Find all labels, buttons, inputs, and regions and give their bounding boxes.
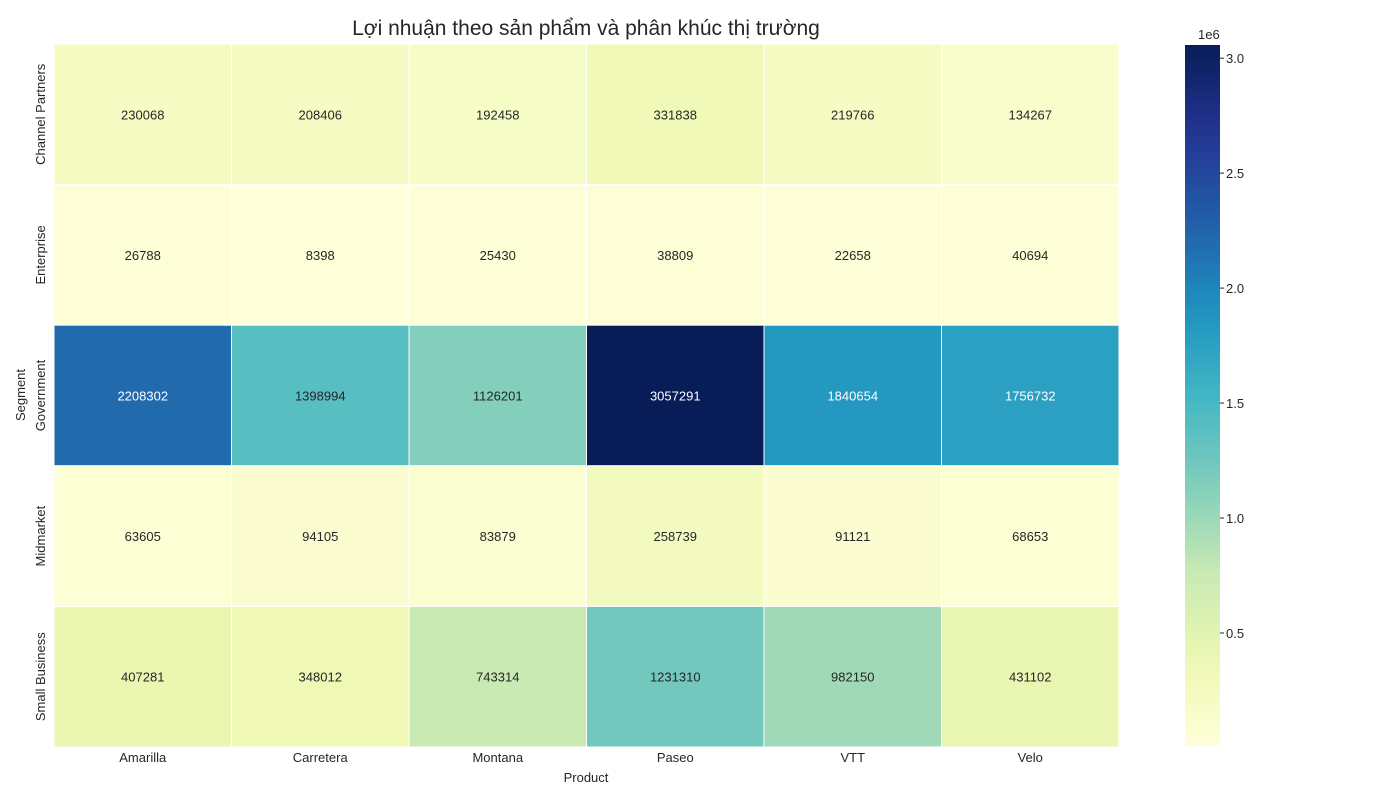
heatmap-cell: [53, 184, 232, 326]
colorbar-tick-label: 3.0: [1226, 51, 1244, 66]
heatmap-cell: [53, 43, 232, 186]
y-tick-label: Small Business: [33, 632, 48, 721]
heatmap-cell: [231, 324, 410, 467]
colorbar: [1185, 45, 1220, 746]
x-tick-label: VTT: [840, 750, 865, 765]
heatmap-cell: [941, 605, 1120, 748]
heatmap-cell: [763, 605, 942, 748]
x-tick-label: Paseo: [657, 750, 694, 765]
y-tick-label: Channel Partners: [33, 63, 48, 165]
heatmap-cell: [941, 184, 1120, 326]
y-tick-label: Midmarket: [33, 505, 48, 566]
cell-value-label: 8398: [306, 248, 335, 263]
x-tick-label: Montana: [472, 750, 523, 765]
cell-value-label: 63605: [125, 529, 161, 544]
y-tick-label: Enterprise: [33, 225, 48, 284]
chart-title: Lợi nhuận theo sản phẩm và phân khúc thị…: [352, 17, 820, 40]
cell-value-label: 25430: [480, 248, 516, 263]
cell-value-label: 38809: [657, 248, 693, 263]
heatmap-cell: [586, 465, 765, 607]
cell-value-label: 94105: [302, 529, 338, 544]
cell-value-label: 208406: [299, 107, 342, 122]
cell-value-label: 743314: [476, 670, 519, 685]
cell-value-label: 68653: [1012, 529, 1048, 544]
heatmap-cell: [231, 605, 410, 748]
heatmap-cell: [53, 324, 232, 467]
heatmap-cells: [53, 43, 1120, 748]
cell-value-label: 258739: [654, 529, 697, 544]
heatmap-cell: [763, 324, 942, 467]
x-tick-label: Velo: [1018, 750, 1043, 765]
cell-value-label: 982150: [831, 670, 874, 685]
heatmap-cell: [231, 184, 410, 326]
y-axis-label: Segment: [13, 369, 28, 421]
x-axis-label: Product: [564, 770, 609, 785]
cell-value-label: 407281: [121, 670, 164, 685]
cell-value-label: 26788: [125, 248, 161, 263]
heatmap-cell: [941, 43, 1120, 186]
heatmap-cell: [941, 324, 1120, 467]
cell-value-label: 1231310: [650, 670, 701, 685]
heatmap-cell: [408, 43, 587, 186]
cell-value-label: 1398994: [295, 389, 346, 404]
cell-value-label: 2208302: [117, 389, 168, 404]
cell-value-label: 1756732: [1005, 389, 1056, 404]
heatmap-cell: [231, 465, 410, 607]
heatmap-cell: [763, 465, 942, 607]
cell-value-label: 331838: [654, 107, 697, 122]
x-tick-labels: Amarilla Carretera Montana Paseo VTT Velo: [119, 750, 1043, 765]
cell-value-label: 22658: [835, 248, 871, 263]
y-tick-label: Government: [33, 359, 48, 431]
colorbar-multiplier: 1e6: [1198, 27, 1220, 42]
heatmap-cell: [941, 465, 1120, 607]
y-tick-labels: Channel Partners Enterprise Government Midm…: [33, 63, 48, 721]
x-tick-label: Carretera: [293, 750, 349, 765]
heatmap-cell: [408, 605, 587, 748]
heatmap-cell: [53, 465, 232, 607]
heatmap-cell: [586, 43, 765, 186]
heatmap-cell: [586, 324, 765, 467]
heatmap-cell: [763, 43, 942, 186]
colorbar-tick-label: 1.5: [1226, 396, 1244, 411]
colorbar-tick-label: 2.0: [1226, 281, 1244, 296]
heatmap-cell: [408, 465, 587, 607]
cell-value-label: 40694: [1012, 248, 1048, 263]
cell-value-label: 219766: [831, 107, 874, 122]
heatmap-cell: [586, 605, 765, 748]
colorbar-tick-label: 2.5: [1226, 166, 1244, 181]
cell-value-label: 3057291: [650, 389, 701, 404]
cell-value-label: 83879: [480, 529, 516, 544]
heatmap-cell-labels: 230068 208406 192458 331838 219766 134267 2678…: [117, 107, 1055, 684]
cell-value-label: 1840654: [827, 389, 878, 404]
cell-value-label: 91121: [835, 529, 870, 544]
heatmap-cell: [586, 184, 765, 326]
cell-value-label: 348012: [299, 670, 342, 685]
colorbar-ticks: 0.5 1.0 1.5 2.0 2.5 3.0: [1220, 51, 1244, 641]
heatmap-cell: [231, 43, 410, 186]
cell-value-label: 1126201: [473, 389, 523, 404]
cell-value-label: 192458: [476, 107, 519, 122]
heatmap-cell: [53, 605, 232, 748]
cell-value-label: 431102: [1009, 670, 1051, 685]
colorbar-tick-label: 0.5: [1226, 626, 1244, 641]
x-tick-label: Amarilla: [119, 750, 167, 765]
cell-value-label: 134267: [1009, 107, 1052, 122]
heatmap-cell: [408, 324, 587, 467]
colorbar-tick-label: 1.0: [1226, 511, 1244, 526]
cell-value-label: 230068: [121, 107, 164, 122]
